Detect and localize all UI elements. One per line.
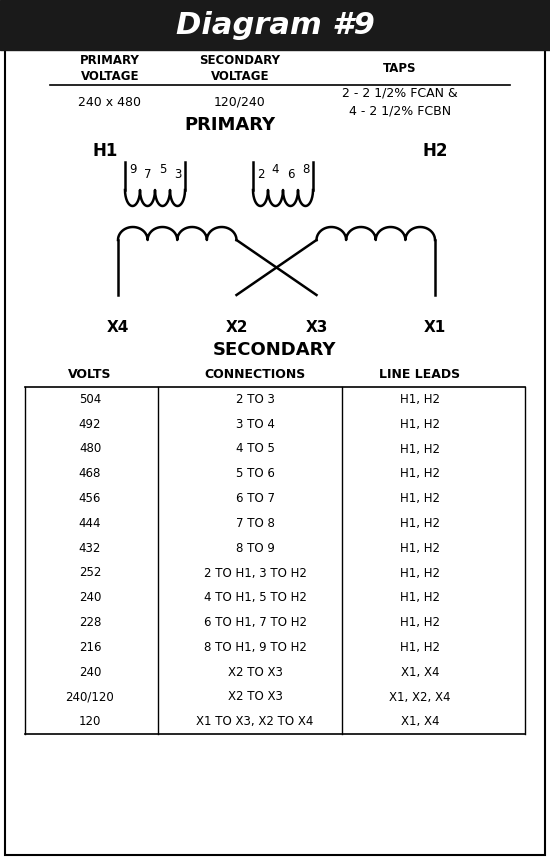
Text: 7 TO 8: 7 TO 8 xyxy=(235,517,274,530)
Text: X2 TO X3: X2 TO X3 xyxy=(228,691,283,703)
Text: H1, H2: H1, H2 xyxy=(400,641,440,654)
Text: X1, X4: X1, X4 xyxy=(401,666,439,679)
Text: 7: 7 xyxy=(144,168,151,181)
Text: X3: X3 xyxy=(305,320,328,335)
Text: 228: 228 xyxy=(79,616,101,630)
Text: X4: X4 xyxy=(107,320,129,335)
Text: 240: 240 xyxy=(79,592,101,605)
Text: 9: 9 xyxy=(129,163,136,176)
Text: VOLTS: VOLTS xyxy=(68,368,112,382)
Text: 6 TO 7: 6 TO 7 xyxy=(235,492,274,505)
Text: 4 TO H1, 5 TO H2: 4 TO H1, 5 TO H2 xyxy=(204,592,306,605)
Text: H1, H2: H1, H2 xyxy=(400,443,440,456)
Text: H1, H2: H1, H2 xyxy=(400,616,440,630)
Text: 6: 6 xyxy=(287,168,294,181)
Text: 4 TO 5: 4 TO 5 xyxy=(235,443,274,456)
Text: H1, H2: H1, H2 xyxy=(400,418,440,431)
Text: 5 TO 6: 5 TO 6 xyxy=(235,467,274,480)
Text: 120: 120 xyxy=(79,716,101,728)
Text: X2: X2 xyxy=(226,320,248,335)
Text: TAPS: TAPS xyxy=(383,62,417,75)
Text: X1, X4: X1, X4 xyxy=(401,716,439,728)
Text: PRIMARY
VOLTAGE: PRIMARY VOLTAGE xyxy=(80,53,140,83)
Text: H1, H2: H1, H2 xyxy=(400,393,440,406)
Text: H1, H2: H1, H2 xyxy=(400,517,440,530)
Text: 2: 2 xyxy=(257,168,264,181)
Text: 2 - 2 1/2% FCAN &
4 - 2 1/2% FCBN: 2 - 2 1/2% FCAN & 4 - 2 1/2% FCBN xyxy=(342,87,458,117)
Text: 504: 504 xyxy=(79,393,101,406)
Text: 4: 4 xyxy=(272,163,279,176)
Text: X2 TO X3: X2 TO X3 xyxy=(228,666,283,679)
Text: 3 TO 4: 3 TO 4 xyxy=(235,418,274,431)
Text: CONNECTIONS: CONNECTIONS xyxy=(205,368,306,382)
Text: 2 TO H1, 3 TO H2: 2 TO H1, 3 TO H2 xyxy=(204,567,306,580)
Text: 216: 216 xyxy=(79,641,101,654)
Text: PRIMARY: PRIMARY xyxy=(184,116,276,134)
Text: 468: 468 xyxy=(79,467,101,480)
Text: H1, H2: H1, H2 xyxy=(400,492,440,505)
Text: X1 TO X3, X2 TO X4: X1 TO X3, X2 TO X4 xyxy=(196,716,314,728)
Text: 444: 444 xyxy=(79,517,101,530)
Text: 456: 456 xyxy=(79,492,101,505)
Text: 480: 480 xyxy=(79,443,101,456)
Text: H1, H2: H1, H2 xyxy=(400,467,440,480)
Text: SECONDARY
VOLTAGE: SECONDARY VOLTAGE xyxy=(200,53,280,83)
Text: X1: X1 xyxy=(424,320,446,335)
Text: 5: 5 xyxy=(159,163,166,176)
Text: 492: 492 xyxy=(79,418,101,431)
Text: 432: 432 xyxy=(79,542,101,555)
Text: Diagram #9: Diagram #9 xyxy=(175,10,375,40)
Text: 8: 8 xyxy=(302,163,309,176)
Text: X1, X2, X4: X1, X2, X4 xyxy=(389,691,451,703)
Text: 240 x 480: 240 x 480 xyxy=(79,95,141,108)
Text: 252: 252 xyxy=(79,567,101,580)
Text: H2: H2 xyxy=(422,142,448,160)
Text: 6 TO H1, 7 TO H2: 6 TO H1, 7 TO H2 xyxy=(204,616,306,630)
Text: 3: 3 xyxy=(174,168,181,181)
Text: 240: 240 xyxy=(79,666,101,679)
Text: 2 TO 3: 2 TO 3 xyxy=(235,393,274,406)
Text: 240/120: 240/120 xyxy=(65,691,114,703)
Text: H1, H2: H1, H2 xyxy=(400,567,440,580)
Text: 8 TO 9: 8 TO 9 xyxy=(235,542,274,555)
Text: SECONDARY: SECONDARY xyxy=(213,341,337,359)
Bar xyxy=(0,0,550,50)
Text: H1, H2: H1, H2 xyxy=(400,542,440,555)
Text: H1, H2: H1, H2 xyxy=(400,592,440,605)
Text: H1: H1 xyxy=(92,142,118,160)
Text: 120/240: 120/240 xyxy=(214,95,266,108)
Text: LINE LEADS: LINE LEADS xyxy=(379,368,460,382)
Text: 8 TO H1, 9 TO H2: 8 TO H1, 9 TO H2 xyxy=(204,641,306,654)
